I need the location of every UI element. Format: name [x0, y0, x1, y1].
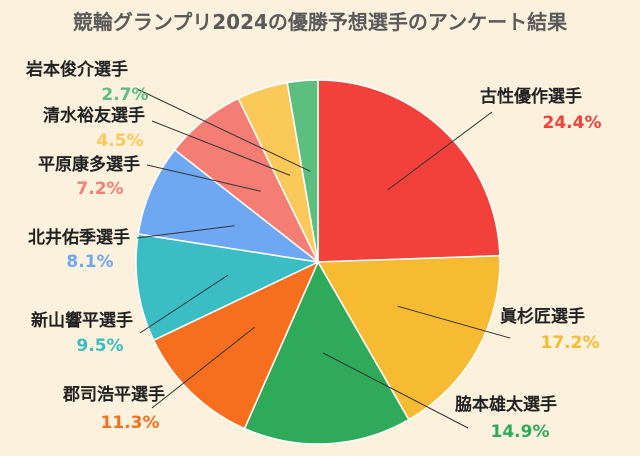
pie-slice — [316, 254, 501, 421]
leader-line — [134, 87, 311, 172]
leader-line — [136, 225, 235, 239]
slice-percent: 11.3% — [101, 413, 160, 433]
pie-slice — [152, 260, 320, 430]
slice-percent: 17.2% — [541, 333, 600, 353]
slice-label: 清水裕友選手 — [43, 105, 145, 126]
slice-label: 新山響平選手 — [31, 310, 133, 331]
pie-slice — [317, 79, 501, 263]
leader-line — [139, 274, 229, 334]
slice-percent: 2.7% — [101, 85, 148, 105]
slice-percent: 24.4% — [543, 113, 602, 133]
slice-percent: 8.1% — [66, 252, 113, 272]
leader-line — [146, 164, 261, 192]
slice-percent: 9.5% — [76, 336, 123, 356]
leader-line — [322, 352, 469, 429]
pie-slice — [286, 79, 319, 263]
slice-label: 北井佑季選手 — [28, 227, 130, 248]
slice-percent: 7.2% — [76, 179, 123, 199]
pie-slice — [137, 148, 321, 264]
leader-line — [397, 305, 511, 339]
slice-label: 眞杉匠選手 — [500, 306, 585, 327]
slice-percent: 14.9% — [491, 422, 550, 442]
chart-title: 競輪グランプリ2024の優勝予想選手のアンケート結果 — [72, 10, 568, 34]
slice-percent: 4.5% — [96, 131, 143, 151]
slice-label: 岩本俊介選手 — [25, 59, 128, 80]
slice-label: 平原康多選手 — [38, 154, 140, 175]
pie-slice — [243, 260, 410, 445]
slice-label: 郡司浩平選手 — [62, 384, 165, 405]
leader-line — [151, 120, 291, 176]
leader-line — [151, 326, 255, 409]
slice-label: 古性優作選手 — [480, 86, 582, 107]
leader-line — [387, 111, 493, 191]
slice-label: 脇本雄太選手 — [455, 394, 557, 415]
